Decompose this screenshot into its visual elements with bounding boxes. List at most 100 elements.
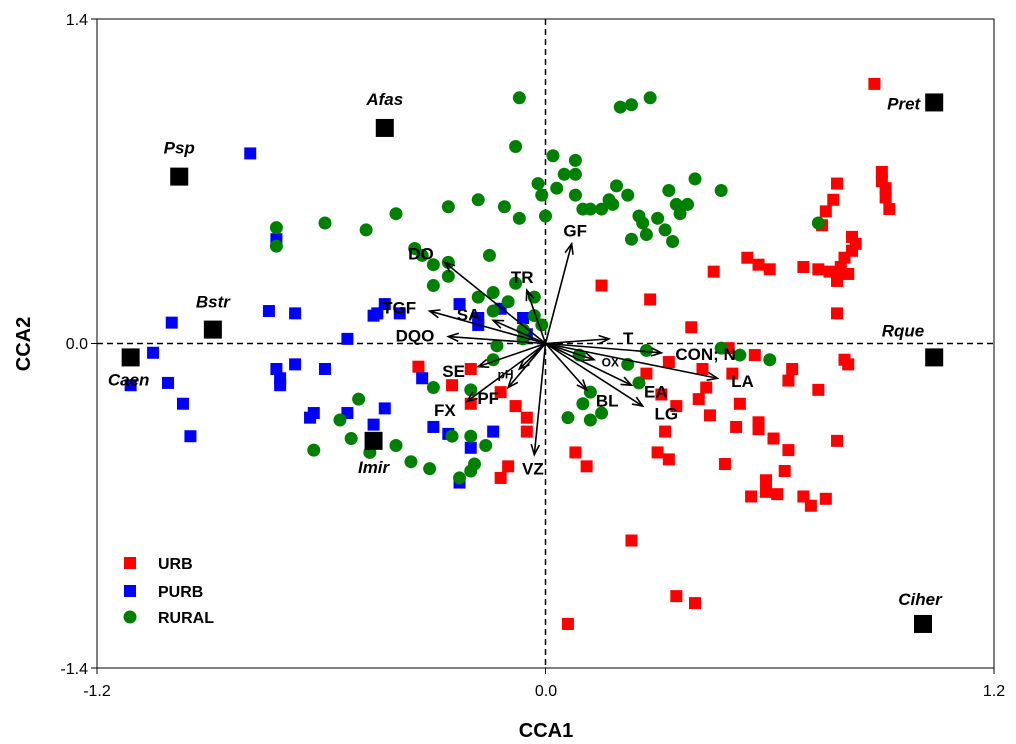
vector-arrowhead-do [442,261,456,273]
vector-arrowhead-ox [583,352,597,362]
point-purb [427,420,440,433]
point-rural [464,429,478,443]
vector-label-sa: SA [457,306,481,325]
point-rural [509,276,523,290]
point-urb [655,388,668,401]
vector-label-lg: LG [654,405,678,424]
point-urb [831,177,844,190]
point-urb [644,293,657,306]
point-urb [771,488,784,501]
point-rural [557,167,571,181]
x-tick-zero: 0.0 [535,683,557,700]
x-tick-left: -1.2 [83,683,111,700]
point-rural [651,211,665,225]
point-urb [875,165,888,178]
point-purb [367,418,380,431]
vector-label-dqo: DQO [396,327,435,346]
point-urb [692,393,705,406]
point-rural [269,221,283,235]
point-rural [811,216,825,230]
point-urb [778,464,791,477]
vector-gf [544,243,573,344]
point-rural [464,383,478,397]
point-urb [804,499,817,512]
vector-arrowhead-bl [576,379,589,392]
point-urb [595,279,608,292]
point-urb [883,203,896,216]
point-rural [426,381,440,395]
vector-label-tr: TR [511,268,534,287]
vector-arrowhead-dqo [446,332,460,343]
point-rural [509,139,523,153]
point-urb [845,244,858,257]
vector-label-pf: PF [477,389,499,408]
point-rural [359,223,373,237]
point-rural [389,438,403,452]
point-rural [550,181,564,195]
point-rural [546,149,560,163]
point-purb [162,376,175,389]
point-purb [165,316,178,329]
point-urb [786,362,799,375]
point-urb [494,471,507,484]
point-rural [632,376,646,390]
point-urb [509,400,522,413]
vector-label-vz: VZ [522,460,544,479]
point-urb [730,420,743,433]
point-rural [643,91,657,105]
vector-bl [544,342,588,391]
point-rural [352,392,366,406]
point-rural [389,207,403,221]
legend-label-urb: URB [158,556,193,573]
point-rural [583,413,597,427]
vector-arrowhead-sa [491,319,505,329]
axis-ticks [91,18,995,674]
point-rural [613,100,627,114]
point-urb [718,458,731,471]
point-rural [441,200,455,214]
vector-label-do: DO [408,245,434,264]
point-rural [344,432,358,446]
point-purb [289,307,302,320]
point-urb [446,379,459,392]
point-urb [689,597,701,610]
vector-sa [492,319,546,345]
point-urb [812,263,825,276]
point-urb [760,474,773,487]
species-marker-pret [925,93,944,112]
point-rural [681,197,695,211]
point-urb [651,446,664,459]
vector-t [545,338,610,345]
point-rural [688,172,702,186]
species-marker-imir [364,431,383,450]
vector-fx [466,342,546,403]
point-rural [441,269,455,283]
legend: URB PURB RURAL [123,556,214,627]
point-purb [367,309,380,322]
point-urb [502,460,515,473]
legend-swatch-purb [124,585,136,597]
point-urb [520,411,533,424]
y-tick-bottom: -1.4 [60,661,88,678]
point-rural [497,200,511,214]
point-rural [763,353,777,367]
vector-arrowhead-la [706,371,720,382]
point-rural [482,248,496,262]
point-rural [486,304,500,318]
point-purb [378,298,391,311]
point-urb [741,251,754,264]
point-rural [639,228,653,242]
point-rural [621,188,635,202]
point-urb [745,490,758,503]
vector-ea [545,342,632,386]
point-rural [333,413,347,427]
point-rural [583,202,597,216]
vector-tgf [429,310,546,345]
species-label-pret: Pret [887,94,921,113]
point-urb [812,383,825,396]
point-urb [662,453,675,466]
vector-arrowhead-lg [631,396,645,408]
point-urb [763,263,776,276]
point-purb [378,402,391,415]
